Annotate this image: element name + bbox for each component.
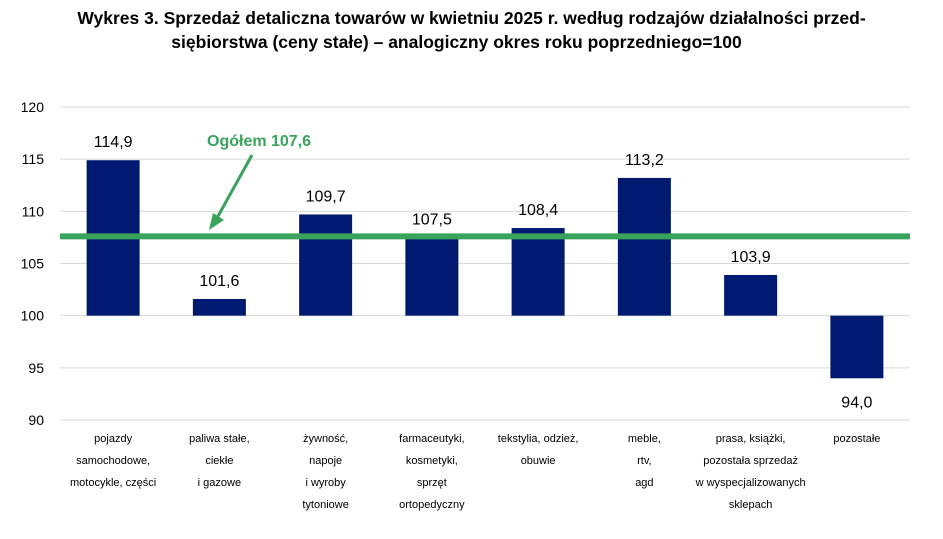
data-label: 113,2 [625,152,664,169]
chart-title: Wykres 3. Sprzedaż detaliczna towarów w … [0,6,943,54]
bar [192,298,246,316]
bar [405,237,459,316]
arrow-head [209,213,224,230]
bar [830,315,884,379]
chart-title-line-1: Wykres 3. Sprzedaż detaliczna towarów w … [77,8,866,28]
y-tick-label: 95 [28,360,44,376]
bar [511,228,565,316]
category-label: paliwa stałe, ciekłe i gazowe [189,433,250,489]
category-label-line: w wyspecjalizowanych [695,477,806,489]
category-label: pozostałe [833,433,880,445]
bar [724,274,778,316]
category-label-line: samochodowe, [76,455,150,467]
data-label: 107,5 [412,211,452,228]
reference-line-label: Ogółem 107,6 [207,133,311,150]
category-label-line: sklepach [729,499,772,511]
category-label-line: i gazowe [198,477,241,489]
reference-line-group: Ogółem 107,6 [60,133,910,240]
y-tick-label: 105 [21,256,45,272]
data-label: 109,7 [306,188,346,205]
category-label: pojazdy samochodowe, motocykle, części [70,433,156,489]
category-label-line: napoje [309,455,342,467]
category-label-line: meble, [628,433,661,445]
data-label: 108,4 [518,202,558,219]
y-axis: 120 115 110 105 100 95 90 [21,99,45,428]
category-label: żywność, napoje i wyroby tytoniowe [302,433,348,511]
arrow-shaft [215,154,254,219]
category-label: tekstylia, odzież, obuwie [498,433,579,467]
category-label-line: tekstylia, odzież, [498,433,579,445]
data-label: 114,9 [94,134,133,151]
category-label-line: pojazdy [94,433,132,445]
bars [86,160,884,379]
category-label: farmaceutyki, kosmetyki, sprzęt ortopedyczn… [399,433,465,511]
category-label-line: pozostałe [833,433,880,445]
grid-lines [60,106,910,421]
y-tick-label: 120 [21,99,45,115]
category-label-line: farmaceutyki, [399,433,464,445]
category-label-line: motocykle, części [70,477,156,489]
y-tick-label: 110 [22,203,45,219]
data-label: 103,9 [731,249,771,266]
category-label-line: i wyroby [305,477,346,489]
y-tick-label: 115 [22,151,45,167]
category-label-line: tytoniowe [302,499,348,511]
category-label-line: obuwie [521,455,556,467]
category-label-line: żywność, [303,433,348,445]
category-label-line: ortopedyczny [399,499,465,511]
bar [617,177,671,316]
chart-title-line-2: siębiorstwa (ceny stałe) – analogiczny o… [171,32,742,52]
category-label-line: pozostała sprzedaż [703,455,798,467]
category-labels: pojazdy samochodowe, motocykle, części pali… [70,433,880,511]
y-tick-label: 100 [21,308,45,324]
category-label: prasa, książki, pozostała sprzedaż w wyspe… [695,433,806,511]
category-label: meble, rtv, agd [628,433,661,489]
data-labels: 114,9 101,6 109,7 107,5 108,4 113,2 103,9 94,0 [94,134,873,411]
y-tick-label: 90 [28,412,44,428]
bar [299,214,353,316]
category-label-line: sprzęt [417,477,447,489]
data-label: 101,6 [199,273,239,290]
category-label-line: kosmetyki, [406,455,458,467]
category-label-line: agd [635,477,653,489]
category-label-line: paliwa stałe, [189,433,250,445]
category-label-line: rtv, [637,455,651,467]
category-label-line: ciekłe [205,455,233,467]
data-label: 94,0 [841,394,872,411]
category-label-line: prasa, książki, [716,433,786,445]
